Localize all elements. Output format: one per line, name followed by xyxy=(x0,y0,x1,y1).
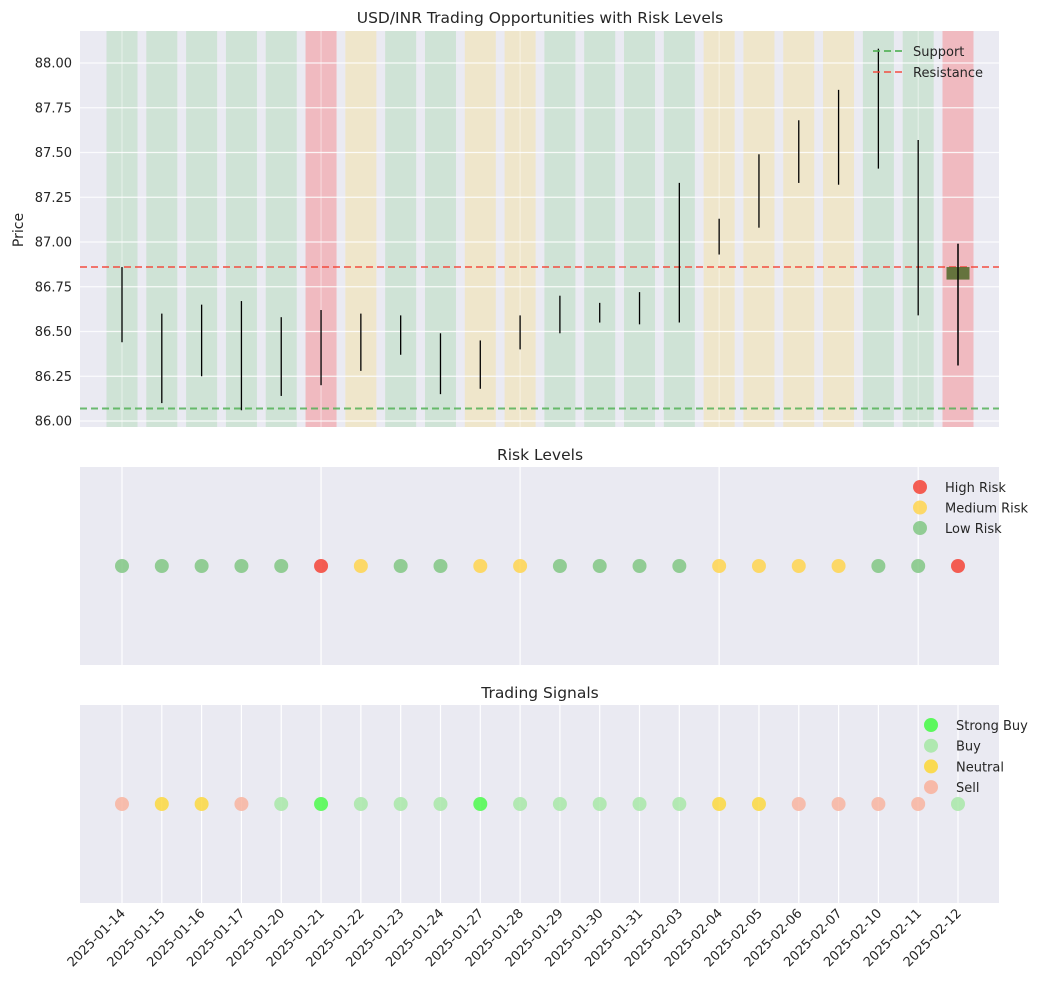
signal-point-buy xyxy=(513,797,528,811)
risk-background-high xyxy=(942,31,974,427)
legend-medium-risk-label: Medium Risk xyxy=(945,502,1029,517)
risk-point-low xyxy=(194,559,209,573)
y-tick-label: 86.75 xyxy=(35,280,72,295)
signal-point-buy xyxy=(274,797,289,811)
legend-neutral-marker xyxy=(924,759,938,774)
risk-panel: Risk Levels High Risk Medium Risk Low Risk xyxy=(80,446,1029,665)
signal-point-neutral xyxy=(154,797,169,811)
risk-background-medium xyxy=(743,31,775,427)
signal-point-neutral xyxy=(751,797,766,811)
legend-strong-buy-label: Strong Buy xyxy=(956,719,1028,734)
signal-point-buy xyxy=(592,797,607,811)
price-y-axis-label: Price xyxy=(11,213,27,247)
y-tick-label: 88.00 xyxy=(35,57,72,72)
risk-background-low xyxy=(624,31,656,427)
signals-chart-title: Trading Signals xyxy=(480,684,598,702)
risk-point-medium xyxy=(712,559,727,573)
legend-low-risk-marker xyxy=(913,521,927,535)
y-tick-label: 87.50 xyxy=(35,146,72,161)
risk-point-low xyxy=(115,559,129,573)
risk-background-medium xyxy=(783,31,815,427)
legend-buy-marker xyxy=(924,738,938,753)
price-legend: Support Resistance xyxy=(873,45,983,81)
legend-strong-buy-marker xyxy=(924,718,938,732)
risk-point-low xyxy=(592,559,607,573)
legend-medium-risk-marker xyxy=(913,500,927,515)
risk-point-low xyxy=(393,559,408,573)
signal-point-buy xyxy=(632,797,647,811)
signal-point-sell xyxy=(115,797,129,811)
risk-point-medium xyxy=(513,559,528,573)
risk-chart-title: Risk Levels xyxy=(497,446,583,464)
risk-point-low xyxy=(274,559,289,573)
risk-background-low xyxy=(544,31,576,427)
signal-point-buy xyxy=(393,797,408,811)
risk-legend: High Risk Medium Risk Low Risk xyxy=(913,480,1029,537)
signal-point-buy xyxy=(951,797,965,811)
risk-point-high xyxy=(314,559,329,573)
risk-point-medium xyxy=(751,559,766,573)
y-tick-label: 87.00 xyxy=(35,236,72,251)
signal-point-sell xyxy=(791,797,806,811)
signals-legend: Strong Buy Buy Neutral Sell xyxy=(924,718,1028,796)
risk-point-low xyxy=(911,559,926,573)
legend-buy-label: Buy xyxy=(956,740,981,755)
legend-sell-label: Sell xyxy=(956,781,979,796)
signal-point-buy xyxy=(672,797,687,811)
risk-point-medium xyxy=(473,559,488,573)
signal-point-strong-buy xyxy=(473,797,488,811)
risk-axes-background xyxy=(80,467,999,665)
risk-point-low xyxy=(552,559,567,573)
legend-neutral-label: Neutral xyxy=(956,760,1004,775)
y-tick-label: 86.25 xyxy=(35,370,72,385)
signal-point-sell xyxy=(871,797,886,811)
risk-point-low xyxy=(433,559,448,573)
signals-axes-background xyxy=(80,705,999,903)
signal-point-neutral xyxy=(194,797,209,811)
legend-resistance-label: Resistance xyxy=(913,66,983,81)
y-tick-label: 86.50 xyxy=(35,325,72,340)
risk-point-medium xyxy=(353,559,368,573)
signal-point-buy xyxy=(552,797,567,811)
risk-point-low xyxy=(154,559,169,573)
signal-point-neutral xyxy=(712,797,727,811)
risk-background-low xyxy=(385,31,417,427)
legend-support-label: Support xyxy=(913,45,964,60)
risk-point-high xyxy=(951,559,965,573)
risk-background-low xyxy=(584,31,616,427)
risk-point-medium xyxy=(791,559,806,573)
risk-point-low xyxy=(632,559,647,573)
y-tick-label: 86.00 xyxy=(35,415,72,430)
price-panel: 86.00 86.25 86.50 86.75 87.00 87.25 87.50 87.75… xyxy=(11,9,999,430)
risk-point-low xyxy=(234,559,249,573)
signal-point-sell xyxy=(911,797,926,811)
signal-point-strong-buy xyxy=(314,797,329,811)
risk-point-low xyxy=(672,559,687,573)
y-tick-label: 87.75 xyxy=(35,101,72,116)
risk-point-low xyxy=(871,559,886,573)
risk-point-medium xyxy=(831,559,846,573)
legend-high-risk-label: High Risk xyxy=(945,481,1006,496)
legend-sell-marker xyxy=(924,780,938,795)
price-axes-background xyxy=(80,31,999,427)
signal-point-buy xyxy=(353,797,368,811)
y-tick-label: 87.25 xyxy=(35,191,72,206)
signal-point-buy xyxy=(433,797,448,811)
legend-high-risk-marker xyxy=(913,480,927,494)
price-chart-title: USD/INR Trading Opportunities with Risk … xyxy=(357,9,724,27)
signal-point-sell xyxy=(234,797,249,811)
signals-panel: 2025-01-142025-01-152025-01-162025-01-17… xyxy=(65,684,1028,970)
signal-point-sell xyxy=(831,797,846,811)
legend-low-risk-label: Low Risk xyxy=(945,522,1002,537)
